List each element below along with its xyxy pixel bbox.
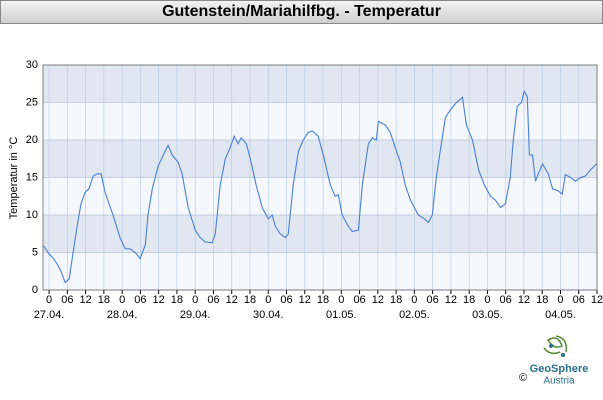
y-tick-label: 0 (32, 284, 38, 296)
band (43, 215, 597, 253)
date-label: 01.05. (326, 309, 357, 321)
band (43, 140, 597, 178)
x-tick-label: 06 (134, 294, 146, 306)
y-tick-label: 25 (26, 96, 38, 108)
date-label: 04.05. (545, 309, 576, 321)
x-tick-label: 18 (317, 294, 329, 306)
chart-title: Gutenstein/Mariahilfbg. - Temperatur (0, 0, 603, 24)
logo-name: GeoSphere (530, 363, 589, 375)
x-tick-label: 06 (353, 294, 365, 306)
x-tick-label: 18 (98, 294, 110, 306)
x-tick-label: 0 (484, 294, 490, 306)
x-tick-label: 18 (244, 294, 256, 306)
x-tick-label: 18 (390, 294, 402, 306)
x-tick-label: 0 (46, 294, 52, 306)
x-tick-label: 0 (192, 294, 198, 306)
x-tick-label: 0 (411, 294, 417, 306)
logo-icon (543, 335, 568, 357)
x-tick-label: 12 (299, 294, 311, 306)
x-tick-label: 06 (207, 294, 219, 306)
x-tick-label: 12 (79, 294, 91, 306)
x-tick-label: 12 (372, 294, 384, 306)
x-tick-label: 06 (61, 294, 73, 306)
x-tick-label: 18 (463, 294, 475, 306)
copyright: © (519, 372, 527, 384)
x-tick-label: 06 (573, 294, 585, 306)
x-tick-label: 12 (226, 294, 238, 306)
date-label: 27.04. (34, 309, 65, 321)
date-label: 02.05. (399, 309, 430, 321)
x-tick-label: 18 (536, 294, 548, 306)
band (43, 65, 597, 103)
y-tick-label: 20 (26, 134, 38, 146)
x-tick-label: 0 (557, 294, 563, 306)
x-tick-label: 0 (265, 294, 271, 306)
x-tick-label: 12 (153, 294, 165, 306)
x-tick-label: 12 (591, 294, 603, 306)
x-tick-label: 06 (280, 294, 292, 306)
y-tick-label: 5 (32, 246, 38, 258)
date-label: 30.04. (253, 309, 284, 321)
y-tick-label: 15 (26, 171, 38, 183)
y-axis-label: Temperatur in °C (8, 137, 20, 220)
x-tick-label: 0 (119, 294, 125, 306)
date-label: 03.05. (472, 309, 503, 321)
x-tick-label: 06 (500, 294, 512, 306)
date-label: 28.04. (107, 309, 138, 321)
y-tick-label: 10 (26, 209, 38, 221)
y-tick-label: 30 (26, 59, 38, 71)
plot-frame (42, 64, 598, 291)
x-tick-label: 18 (171, 294, 183, 306)
x-tick-label: 12 (445, 294, 457, 306)
logo-sub: Austria (543, 376, 575, 387)
x-tick-label: 12 (518, 294, 530, 306)
data-line (42, 89, 597, 284)
x-tick-label: 0 (338, 294, 344, 306)
x-tick-label: 06 (427, 294, 439, 306)
date-label: 29.04. (180, 309, 211, 321)
